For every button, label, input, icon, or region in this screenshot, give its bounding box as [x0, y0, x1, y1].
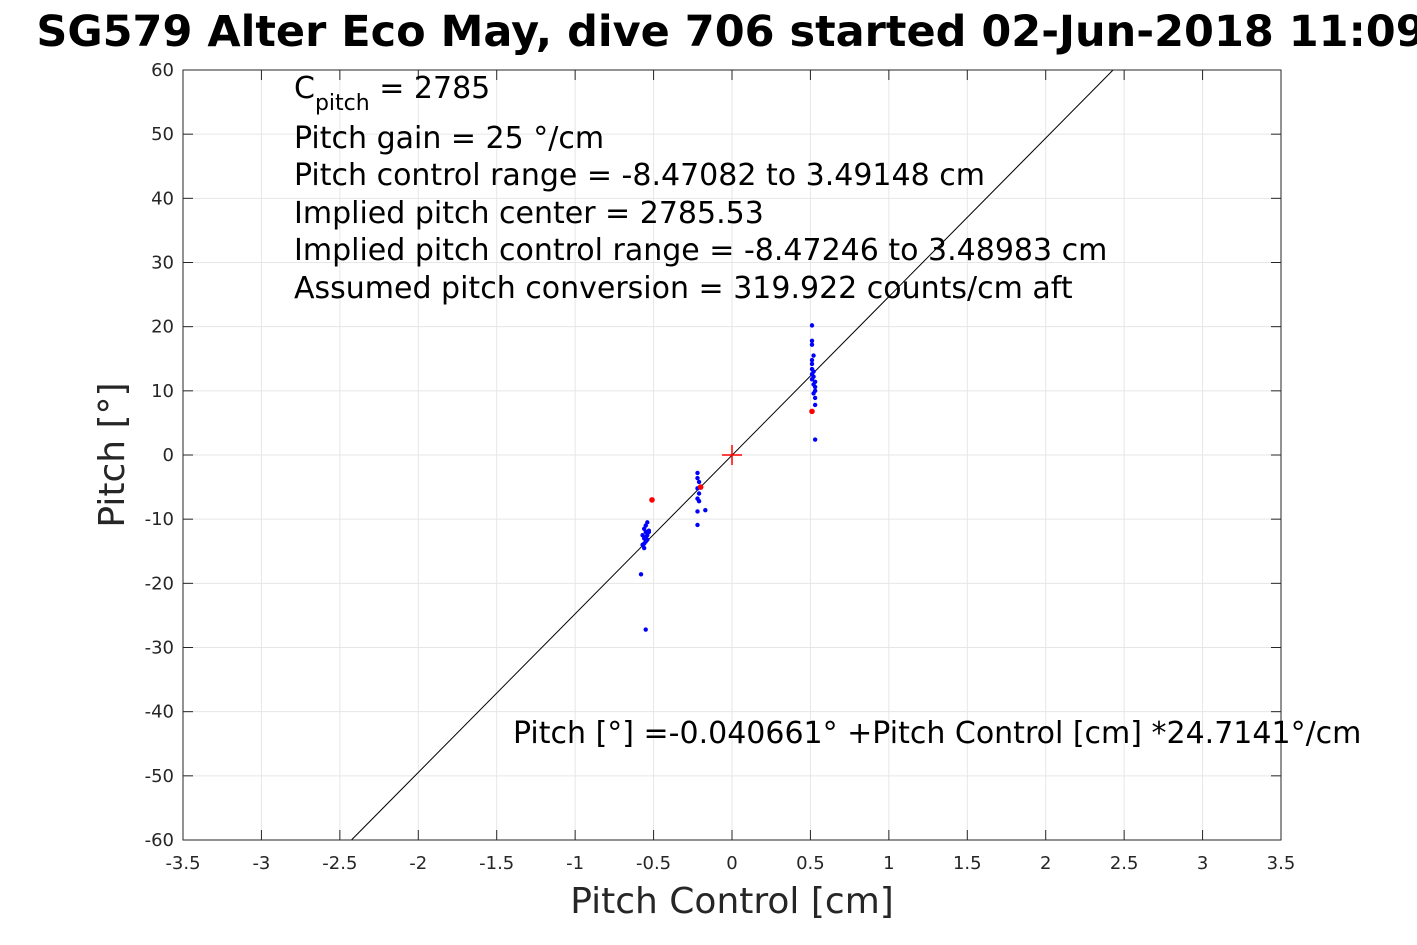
data-point	[703, 507, 708, 513]
x-tick-label: -0.5	[636, 853, 671, 874]
data-point	[809, 323, 815, 328]
data-point	[811, 353, 816, 358]
x-tick-label: -1.5	[479, 853, 514, 874]
data-point	[812, 437, 818, 442]
x-tick-label: -3	[252, 853, 270, 874]
c-pitch-subscript: pitch	[315, 91, 370, 116]
data-point	[809, 357, 815, 363]
y-tick-labels: -60 -50 -40 -30 -20 -10 0 10 20 30 40 50 60	[145, 60, 174, 851]
data-point	[646, 528, 652, 533]
y-tick-label: 0	[163, 445, 174, 466]
data-point	[695, 509, 700, 514]
chart-title: SG579 Alter Eco May, dive 706 started 02…	[36, 7, 1417, 57]
data-point	[809, 338, 815, 343]
data-point	[645, 520, 650, 525]
fit-equation: Pitch [°] =-0.040661° +Pitch Control [cm…	[513, 716, 1361, 751]
x-tick-label: 2.5	[1110, 853, 1139, 874]
data-point	[812, 395, 818, 401]
data-point	[809, 342, 815, 347]
y-tick-label: 40	[151, 188, 174, 209]
annotation-line: Pitch gain = 25 °/cm	[294, 121, 604, 156]
x-tick-label: 0.5	[796, 853, 825, 874]
data-point	[809, 361, 815, 367]
x-tick-label: -1	[566, 853, 584, 874]
data-points	[638, 323, 818, 632]
x-tick-label: 1.5	[953, 853, 982, 874]
plot-content	[351, 69, 1114, 841]
data-point	[812, 402, 818, 408]
data-point	[638, 572, 644, 577]
x-axis-label: Pitch Control [cm]	[570, 881, 894, 922]
x-tick-label: 1	[883, 853, 894, 874]
data-point	[696, 499, 702, 504]
x-tick-label: -2.5	[322, 853, 357, 874]
flagged-point	[649, 497, 655, 503]
c-pitch-symbol: C	[294, 71, 315, 106]
annotation-line: Implied pitch control range = -8.47246 t…	[294, 233, 1107, 268]
x-tick-label: -2	[409, 853, 427, 874]
data-point	[695, 470, 700, 476]
x-tick-label: -3.5	[165, 853, 200, 874]
y-tick-label: 60	[151, 60, 174, 81]
x-tick-label: 0	[726, 853, 737, 874]
x-tick-label: 2	[1040, 853, 1051, 874]
data-point	[641, 545, 647, 551]
x-tick-label: 3	[1197, 853, 1208, 874]
y-tick-label: 10	[151, 381, 174, 402]
flagged-point	[697, 484, 704, 490]
data-point	[696, 479, 702, 485]
annotation-line: Pitch control range = -8.47082 to 3.4914…	[294, 158, 985, 193]
data-point	[695, 475, 700, 481]
y-tick-label: 20	[151, 317, 174, 338]
y-tick-label: -10	[145, 509, 174, 530]
c-pitch-annotation: Cpitch = 2785	[294, 71, 490, 116]
y-tick-label: -30	[145, 638, 174, 659]
data-point	[641, 541, 647, 546]
y-tick-label: -40	[145, 702, 174, 723]
data-point	[696, 491, 702, 496]
annotation-line: Implied pitch center = 2785.53	[294, 196, 764, 231]
data-point	[645, 537, 650, 542]
flagged-point	[809, 408, 815, 415]
y-tick-label: 30	[151, 253, 174, 274]
y-tick-label: -20	[145, 573, 174, 594]
data-point	[809, 377, 815, 382]
data-point	[695, 522, 700, 528]
annotation-line: Assumed pitch conversion = 319.922 count…	[294, 271, 1073, 306]
data-point	[643, 627, 648, 632]
y-axis-label: Pitch [°]	[92, 382, 133, 527]
x-tick-labels: -3.5 -3 -2.5 -2 -1.5 -1 -0.5 0 0.5 1 1.5 2 2.5 3 3.5	[165, 853, 1295, 874]
center-marker	[722, 445, 742, 465]
x-tick-label: 3.5	[1267, 853, 1296, 874]
data-point	[812, 384, 818, 390]
y-tick-label: -60	[145, 830, 174, 851]
y-tick-label: 50	[151, 124, 174, 145]
data-point	[811, 391, 816, 396]
y-tick-label: -50	[145, 766, 174, 787]
c-pitch-value: = 2785	[370, 71, 491, 106]
axis-ticks	[182, 69, 1282, 841]
